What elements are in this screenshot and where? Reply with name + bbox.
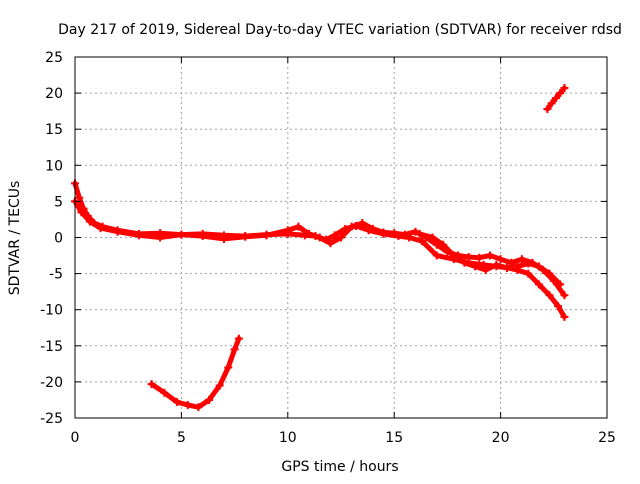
- data-point: [547, 99, 556, 108]
- data-point: [219, 234, 228, 243]
- data-point: [77, 208, 86, 217]
- data-point: [205, 395, 214, 404]
- data-point: [492, 260, 501, 269]
- data-point: [554, 302, 563, 311]
- y-tick-label: -15: [40, 339, 63, 355]
- y-tick-label: 20: [45, 86, 63, 102]
- data-point: [464, 252, 473, 261]
- x-tick-label: 10: [279, 430, 297, 446]
- data-point: [524, 259, 533, 268]
- data-point: [411, 227, 420, 236]
- data-point: [156, 233, 165, 242]
- data-point: [534, 262, 543, 271]
- data-point: [428, 233, 437, 242]
- data-point: [556, 89, 565, 98]
- series-main-track-c: [415, 229, 565, 289]
- y-tick-label: -5: [49, 267, 63, 283]
- data-point: [305, 229, 314, 238]
- data-point: [415, 229, 424, 238]
- data-point: [368, 224, 377, 233]
- series-main-track-b: [71, 197, 569, 300]
- chart-title: Day 217 of 2019, Sidereal Day-to-day VTE…: [58, 22, 622, 38]
- data-point: [194, 403, 203, 412]
- data-point: [560, 312, 569, 321]
- x-tick-label: 5: [177, 430, 186, 446]
- series-top-right-segment: [543, 84, 569, 113]
- data-point: [75, 193, 84, 202]
- data-point: [502, 263, 511, 272]
- data-point: [234, 334, 243, 343]
- y-tick-label: 5: [54, 194, 63, 210]
- data-point: [379, 228, 388, 237]
- data-point: [513, 262, 522, 271]
- data-point: [439, 240, 448, 249]
- y-tick-label: 10: [45, 158, 63, 174]
- data-point: [432, 251, 441, 260]
- data-point: [198, 232, 207, 241]
- data-point: [224, 363, 233, 372]
- data-point: [545, 269, 554, 278]
- data-point: [294, 222, 303, 231]
- data-point: [481, 265, 490, 274]
- data-point: [560, 84, 569, 93]
- data-point: [475, 253, 484, 262]
- series-line: [72, 198, 567, 298]
- data-point: [160, 388, 169, 397]
- data-point: [215, 381, 224, 390]
- x-tick-label: 0: [71, 430, 80, 446]
- data-point: [283, 226, 292, 235]
- y-tick-label: -25: [40, 411, 63, 427]
- data-point: [485, 251, 494, 260]
- y-tick-label: 25: [45, 50, 63, 66]
- data-point: [471, 262, 480, 271]
- y-tick-label: -10: [40, 303, 63, 319]
- data-point: [134, 231, 143, 240]
- data-point: [347, 222, 356, 231]
- data-point: [417, 237, 426, 246]
- series-line: [149, 336, 242, 410]
- data-point: [556, 280, 565, 289]
- data-point: [534, 280, 543, 289]
- data-point: [545, 291, 554, 300]
- data-point: [449, 251, 458, 260]
- data-point: [400, 230, 409, 239]
- data-point: [241, 232, 250, 241]
- data-point: [326, 239, 335, 248]
- data-point: [85, 217, 94, 226]
- data-point: [560, 291, 569, 300]
- y-tick-label: 15: [45, 122, 63, 138]
- y-tick-label: -20: [40, 375, 63, 391]
- x-tick-label: 25: [598, 430, 616, 446]
- data-point: [230, 345, 239, 354]
- x-tick-label: 20: [492, 430, 510, 446]
- data-point: [147, 380, 156, 389]
- series-bottom-arc: [147, 334, 243, 412]
- data-point: [358, 219, 367, 228]
- data-point: [543, 104, 552, 113]
- series-line: [72, 180, 567, 320]
- data-point: [517, 255, 526, 264]
- data-point: [496, 255, 505, 264]
- data-point: [262, 231, 271, 240]
- data-point: [183, 401, 192, 410]
- y-tick-label: 0: [54, 231, 63, 247]
- data-point: [315, 233, 324, 242]
- data-point: [524, 269, 533, 278]
- data-point: [390, 229, 399, 238]
- data-point: [113, 227, 122, 236]
- x-tick-label: 15: [385, 430, 403, 446]
- y-axis-label: SDTVAR / TECUs: [7, 181, 23, 296]
- data-point: [173, 398, 182, 407]
- data-point: [551, 94, 560, 103]
- data-point: [96, 224, 105, 233]
- x-axis-label: GPS time / hours: [281, 459, 398, 475]
- data-point: [337, 233, 345, 242]
- data-point: [460, 258, 469, 267]
- data-point: [177, 230, 186, 239]
- series-main-track-a: [71, 179, 569, 321]
- data-point: [330, 231, 339, 240]
